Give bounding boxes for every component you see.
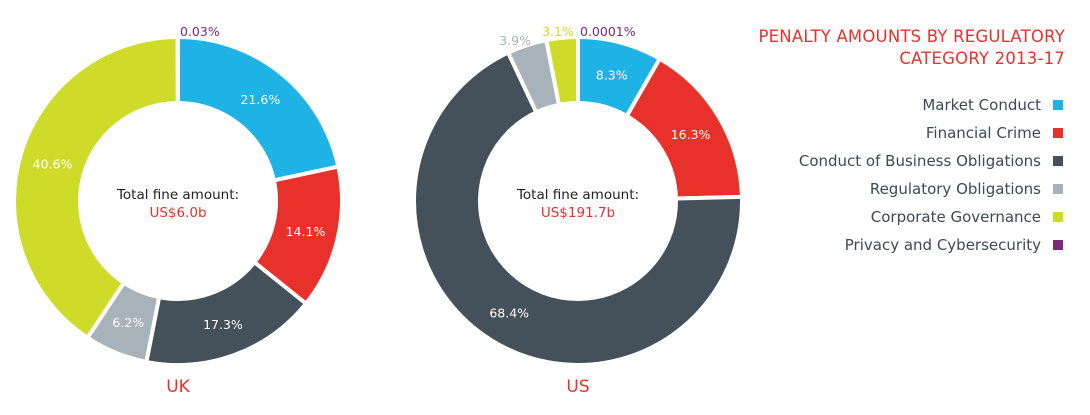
slice-conduct-of-business xyxy=(412,49,744,367)
legend-title-line-2: CATEGORY 2013-17 xyxy=(899,49,1065,68)
slice-label-conduct-of-business: 68.4% xyxy=(489,305,529,320)
slice-corporate-governance xyxy=(543,34,580,108)
legend-title: PENALTY AMOUNTS BY REGULATORY CATEGORY 2… xyxy=(685,26,1065,70)
legend-swatch xyxy=(1053,184,1063,194)
legend-label: Conduct of Business Obligations xyxy=(798,152,1041,170)
legend-label: Financial Crime xyxy=(925,124,1041,142)
slice-label-corporate-governance: 3.1% xyxy=(542,24,574,39)
donut-chart-uk: 21.6% 14.1% 17.3% 6.2% 40.6% 0.03% Total fine … xyxy=(12,24,344,397)
legend-swatch xyxy=(1053,128,1063,138)
center-value: US$6.0b xyxy=(149,205,206,221)
legend-label: Market Conduct xyxy=(922,96,1041,114)
slice-label-financial-crime: 14.1% xyxy=(286,224,326,239)
slice-label-market-conduct: 8.3% xyxy=(596,67,628,82)
legend-item-financial-crime: Financial Crime xyxy=(705,119,1065,147)
legend-item-market-conduct: Market Conduct xyxy=(705,91,1065,119)
slice-label-corporate-governance: 40.6% xyxy=(33,156,73,171)
legend-label: Corporate Governance xyxy=(870,208,1041,226)
slice-label-regulatory-obligations: 3.9% xyxy=(499,33,531,48)
center-label: Total fine amount: xyxy=(116,187,239,203)
donut-chart-us: 8.3% 16.3% 68.4% 3.9% 3.1% 0.0001% Total fine … xyxy=(412,24,744,397)
legend-item-conduct-of-business: Conduct of Business Obligations xyxy=(705,147,1065,175)
slice-market-conduct xyxy=(176,34,341,183)
legend-swatch xyxy=(1053,240,1063,250)
legend: Market Conduct Financial Crime Conduct o… xyxy=(705,91,1065,259)
legend-swatch xyxy=(1053,212,1063,222)
slice-label-privacy-cybersecurity: 0.0001% xyxy=(580,24,636,39)
slice-label-regulatory-obligations: 6.2% xyxy=(112,315,144,330)
slice-label-privacy-cybersecurity: 0.03% xyxy=(180,24,220,39)
legend-label: Privacy and Cybersecurity xyxy=(844,236,1041,254)
center-label: Total fine amount: xyxy=(516,187,639,203)
legend-item-regulatory-obligations: Regulatory Obligations xyxy=(705,175,1065,203)
slice-label-conduct-of-business: 17.3% xyxy=(203,317,243,332)
slice-corporate-governance xyxy=(12,34,180,341)
legend-swatch xyxy=(1053,100,1063,110)
slice-label-financial-crime: 16.3% xyxy=(671,127,711,142)
chart-title: US xyxy=(566,377,589,397)
legend-item-privacy-cybersecurity: Privacy and Cybersecurity xyxy=(705,231,1065,259)
slice-label-market-conduct: 21.6% xyxy=(240,92,280,107)
center-value: US$191.7b xyxy=(541,205,615,221)
legend-label: Regulatory Obligations xyxy=(869,180,1041,198)
legend-item-corporate-governance: Corporate Governance xyxy=(705,203,1065,231)
legend-swatch xyxy=(1053,156,1063,166)
legend-title-line-1: PENALTY AMOUNTS BY REGULATORY xyxy=(758,27,1065,46)
chart-title: UK xyxy=(166,377,190,397)
